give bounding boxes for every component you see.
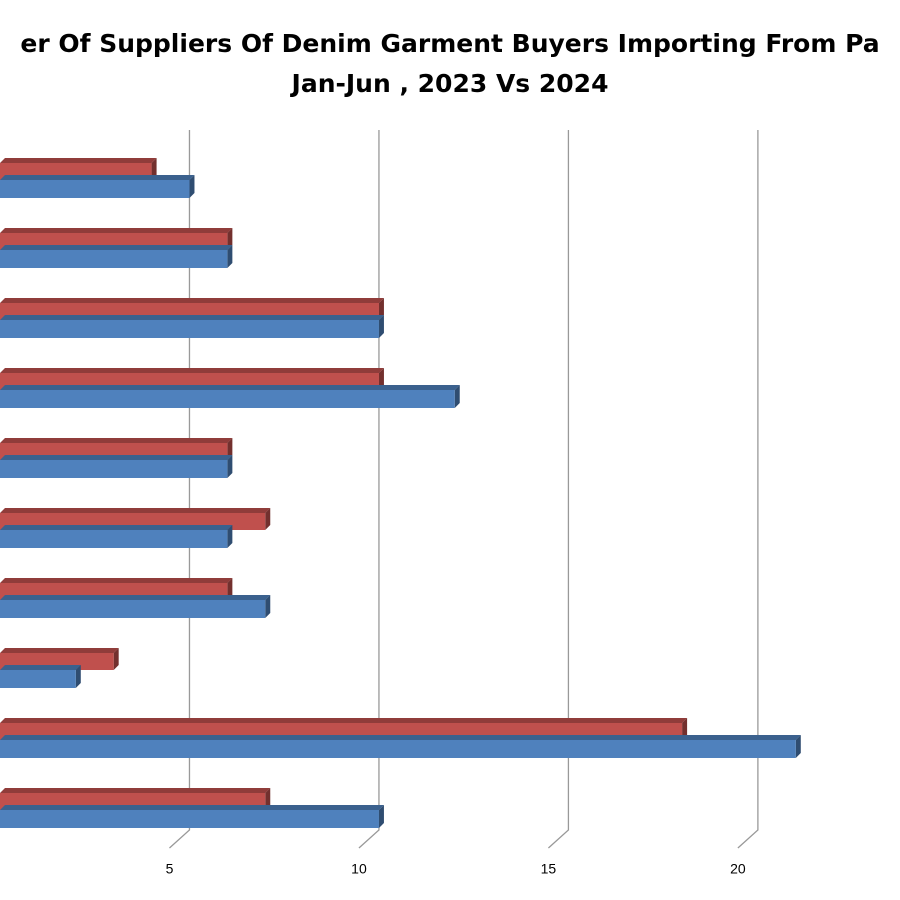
- bar: [0, 595, 271, 618]
- bar-side: [113, 648, 119, 670]
- bar-front: [0, 810, 379, 828]
- bar-top: [0, 648, 119, 653]
- bar-top: [0, 298, 384, 303]
- bar-front: [0, 320, 379, 338]
- bar-top: [0, 805, 384, 810]
- bar-side: [151, 158, 157, 180]
- bar-front: [0, 740, 796, 758]
- bar-side: [682, 718, 688, 740]
- bar-side: [227, 438, 233, 460]
- bar-front: [0, 250, 228, 268]
- bar: [0, 385, 460, 408]
- bar-side: [378, 805, 384, 828]
- x-tick-label: 10: [351, 861, 367, 877]
- bar-top: [0, 525, 233, 530]
- bar-front: [0, 600, 266, 618]
- bar-front: [0, 530, 228, 548]
- bar: [0, 175, 195, 198]
- bar-side: [227, 525, 233, 548]
- bar-top: [0, 368, 384, 373]
- bar-side: [378, 368, 384, 390]
- grid-line: [547, 130, 570, 849]
- bar: [0, 665, 81, 688]
- grid-line: [169, 130, 191, 849]
- bar: [0, 525, 233, 548]
- grid-line: [737, 130, 759, 849]
- bar-side: [378, 298, 384, 320]
- bar-top: [0, 158, 157, 163]
- chart-subtitle: Jan-Jun , 2023 Vs 2024: [290, 69, 609, 98]
- x-tick-label: 20: [730, 861, 746, 877]
- bar-side: [265, 788, 271, 810]
- bar-top: [0, 438, 233, 443]
- bar: [0, 805, 384, 828]
- bar-side: [227, 245, 233, 268]
- bar-front: [0, 460, 228, 478]
- grid-line: [358, 130, 380, 849]
- bar-side: [189, 175, 195, 198]
- bar-top: [0, 455, 233, 460]
- bar-top: [0, 508, 271, 513]
- bar-side: [378, 315, 384, 338]
- bar-side: [227, 228, 233, 250]
- bar-top: [0, 665, 81, 670]
- bar-front: [0, 390, 455, 408]
- bar-side: [227, 455, 233, 478]
- bar-front: [0, 670, 76, 688]
- chart-title: er Of Suppliers Of Denim Garment Buyers …: [20, 29, 879, 58]
- bar-front: [0, 180, 190, 198]
- bar: [0, 455, 233, 478]
- bar-side: [265, 508, 271, 530]
- bar-top: [0, 245, 233, 250]
- bar-top: [0, 718, 688, 723]
- bar-side: [795, 735, 801, 758]
- bar-side: [227, 578, 233, 600]
- bar-side: [265, 595, 271, 618]
- x-tick-label: 15: [541, 861, 557, 877]
- bar-side: [454, 385, 460, 408]
- bar-top: [0, 595, 271, 600]
- x-tick-label: 5: [166, 861, 174, 877]
- bar-side: [75, 665, 81, 688]
- bar-top: [0, 385, 460, 390]
- bar-top: [0, 228, 233, 233]
- bar-top: [0, 578, 233, 583]
- bar-top: [0, 735, 801, 740]
- bar: [0, 245, 233, 268]
- bar-top: [0, 175, 195, 180]
- bar-top: [0, 315, 384, 320]
- bar-top: [0, 788, 271, 793]
- bar: [0, 315, 384, 338]
- bar: [0, 735, 801, 758]
